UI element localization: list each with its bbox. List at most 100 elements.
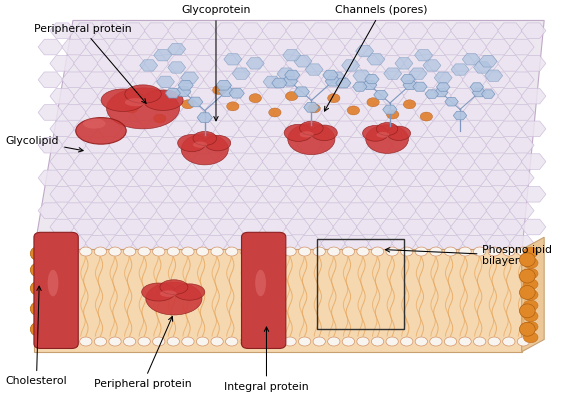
Polygon shape — [215, 187, 240, 202]
Polygon shape — [333, 219, 357, 235]
Circle shape — [167, 247, 180, 256]
Polygon shape — [344, 203, 369, 218]
Polygon shape — [262, 187, 287, 202]
Circle shape — [444, 337, 457, 346]
Polygon shape — [344, 236, 369, 251]
Polygon shape — [144, 121, 169, 137]
Polygon shape — [62, 236, 86, 251]
Polygon shape — [38, 39, 63, 55]
Text: Glycoprotein: Glycoprotein — [181, 5, 251, 121]
Circle shape — [371, 247, 384, 256]
Polygon shape — [403, 121, 428, 137]
Polygon shape — [474, 56, 499, 71]
Polygon shape — [227, 72, 251, 88]
Polygon shape — [227, 105, 251, 120]
Polygon shape — [498, 121, 522, 137]
Polygon shape — [356, 219, 381, 235]
Polygon shape — [85, 72, 110, 88]
Polygon shape — [427, 23, 452, 38]
Polygon shape — [473, 62, 491, 73]
Polygon shape — [521, 88, 546, 104]
Polygon shape — [321, 203, 346, 218]
Circle shape — [357, 247, 369, 256]
Polygon shape — [168, 88, 192, 104]
Polygon shape — [238, 187, 263, 202]
Polygon shape — [498, 219, 522, 235]
Polygon shape — [423, 60, 441, 71]
Polygon shape — [344, 39, 369, 55]
Polygon shape — [328, 72, 346, 83]
Polygon shape — [486, 236, 511, 251]
Bar — [317, 239, 404, 329]
Polygon shape — [62, 105, 86, 120]
Circle shape — [386, 247, 398, 256]
Polygon shape — [286, 154, 310, 169]
Polygon shape — [191, 23, 216, 38]
Polygon shape — [154, 49, 172, 61]
Circle shape — [342, 247, 355, 256]
Polygon shape — [203, 203, 228, 218]
Polygon shape — [144, 88, 169, 104]
Circle shape — [269, 337, 282, 346]
Ellipse shape — [519, 269, 535, 283]
Polygon shape — [344, 170, 369, 186]
Polygon shape — [427, 56, 452, 71]
Polygon shape — [168, 62, 186, 73]
Circle shape — [36, 337, 48, 346]
Circle shape — [444, 247, 457, 256]
Polygon shape — [227, 203, 251, 218]
Polygon shape — [403, 187, 428, 202]
Ellipse shape — [125, 98, 147, 106]
Polygon shape — [73, 154, 98, 169]
Polygon shape — [368, 72, 393, 88]
Polygon shape — [415, 203, 440, 218]
Polygon shape — [321, 72, 346, 88]
Polygon shape — [178, 81, 194, 90]
Circle shape — [65, 247, 77, 256]
Text: Channels (pores): Channels (pores) — [324, 5, 427, 111]
Polygon shape — [168, 154, 192, 169]
Polygon shape — [415, 170, 440, 186]
Circle shape — [211, 247, 223, 256]
Polygon shape — [368, 170, 393, 186]
Polygon shape — [62, 39, 86, 55]
Circle shape — [123, 337, 136, 346]
Circle shape — [298, 337, 311, 346]
Polygon shape — [238, 56, 263, 71]
Polygon shape — [462, 39, 487, 55]
Polygon shape — [434, 88, 448, 97]
Polygon shape — [368, 105, 393, 120]
Polygon shape — [156, 236, 181, 251]
Ellipse shape — [143, 90, 183, 110]
Polygon shape — [498, 154, 522, 169]
Polygon shape — [97, 121, 122, 137]
Circle shape — [269, 247, 282, 256]
Circle shape — [430, 337, 442, 346]
Polygon shape — [297, 105, 322, 120]
Ellipse shape — [141, 283, 175, 301]
Polygon shape — [392, 39, 416, 55]
Polygon shape — [272, 78, 287, 88]
Polygon shape — [121, 219, 145, 235]
Polygon shape — [479, 56, 497, 67]
Polygon shape — [439, 39, 463, 55]
Circle shape — [255, 247, 267, 256]
Polygon shape — [384, 68, 402, 79]
Polygon shape — [132, 72, 157, 88]
Polygon shape — [156, 137, 181, 153]
Ellipse shape — [288, 124, 335, 155]
Polygon shape — [415, 105, 440, 120]
Polygon shape — [274, 236, 298, 251]
Polygon shape — [203, 39, 228, 55]
Circle shape — [153, 247, 165, 256]
Polygon shape — [462, 203, 487, 218]
Polygon shape — [62, 203, 86, 218]
Polygon shape — [215, 88, 240, 104]
Polygon shape — [333, 187, 357, 202]
Polygon shape — [481, 90, 495, 98]
Polygon shape — [97, 219, 122, 235]
Circle shape — [298, 247, 311, 256]
Circle shape — [386, 337, 398, 346]
Polygon shape — [453, 111, 467, 120]
Polygon shape — [427, 88, 452, 104]
